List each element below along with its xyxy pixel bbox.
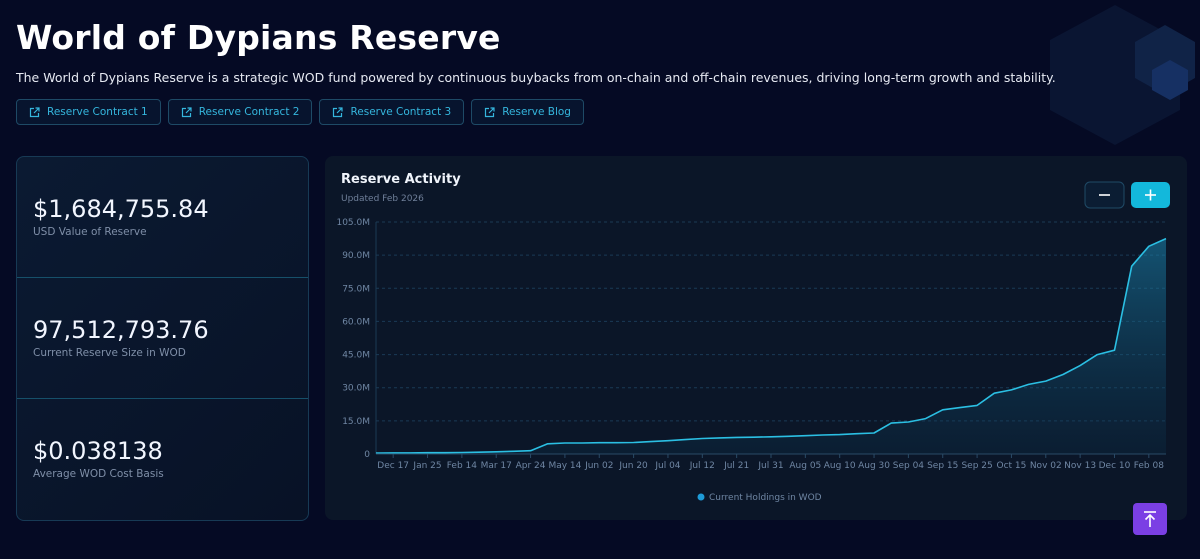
x-tick-label: Jul 31 [757, 461, 783, 471]
x-tick-label: Sep 15 [927, 461, 958, 471]
zoom-out-button[interactable] [1084, 181, 1125, 209]
link-icon [181, 106, 192, 117]
page-description: The World of Dypians Reserve is a strate… [16, 70, 1056, 85]
stat-block: $1,684,755.84 USD Value of Reserve [17, 157, 308, 278]
stat-block: 97,512,793.76 Current Reserve Size in WOD [17, 278, 308, 399]
stat-label: Current Reserve Size in WOD [33, 347, 186, 359]
external-link[interactable]: Reserve Contract 1 [16, 99, 161, 125]
x-tick-label: Mar 17 [481, 461, 512, 471]
x-tick-label: Jul 21 [723, 461, 749, 471]
stat-label: Average WOD Cost Basis [33, 468, 164, 480]
link-icon [485, 106, 495, 117]
x-tick-label: Aug 10 [824, 461, 856, 471]
x-tick-label: Dec 10 [1099, 461, 1131, 471]
chart-title: Reserve Activity [341, 172, 461, 187]
stat-value: $0.038138 [33, 437, 163, 465]
x-tick-label: May 14 [548, 461, 581, 471]
zoom-in-button[interactable] [1131, 182, 1170, 208]
link-icon [333, 106, 344, 117]
x-tick-label: Aug 30 [858, 461, 890, 471]
y-tick-label: 60.0M [342, 317, 370, 327]
external-link[interactable]: Reserve Contract 3 [319, 99, 465, 125]
stats-card: $1,684,755.84 USD Value of Reserve 97,512,… [16, 156, 309, 521]
link-label: Reserve Contract 3 [350, 106, 452, 118]
link-label: Reserve Blog [502, 106, 571, 118]
y-tick-label: 0 [364, 450, 370, 460]
x-tick-label: Jan 25 [412, 461, 441, 471]
scroll-top-button[interactable] [1133, 503, 1167, 535]
link-icon [29, 106, 40, 117]
x-tick-label: Feb 08 [1134, 461, 1165, 471]
legend-label: Current Holdings in WOD [709, 493, 822, 503]
x-tick-label: Nov 13 [1064, 461, 1096, 471]
stat-label: USD Value of Reserve [33, 226, 147, 238]
stat-block: $0.038138 Average WOD Cost Basis [17, 399, 308, 520]
chart: Reserve Activity Updated Feb 2026 0 15.0M… [336, 172, 1170, 503]
y-tick-label: 30.0M [342, 384, 370, 394]
link-row: Reserve Contract 1 Reserve Contract 2 Rese… [16, 99, 584, 125]
x-tick-label: Nov 02 [1030, 461, 1062, 471]
link-label: Reserve Contract 1 [47, 106, 148, 118]
page-title: World of Dypians Reserve [16, 18, 501, 57]
x-tick-label: Jul 12 [689, 461, 715, 471]
x-tick-label: Apr 24 [516, 461, 546, 471]
x-tick-label: Jun 02 [584, 461, 613, 471]
chart-subtitle: Updated Feb 2026 [341, 194, 424, 204]
y-tick-label: 90.0M [342, 251, 370, 261]
x-tick-label: Feb 14 [447, 461, 478, 471]
link-label: Reserve Contract 2 [198, 106, 300, 118]
external-link[interactable]: Reserve Contract 2 [167, 99, 313, 125]
decor-hexagons [1050, 5, 1195, 145]
x-tick-label: Dec 17 [377, 461, 409, 471]
legend-marker [697, 493, 705, 501]
area-fill [376, 238, 1166, 454]
x-tick-label: Jun 20 [618, 461, 648, 471]
scroll-top-icon [1144, 511, 1156, 527]
stat-value: 97,512,793.76 [33, 316, 209, 344]
y-tick-label: 15.0M [342, 417, 370, 427]
external-link[interactable]: Reserve Blog [471, 99, 584, 125]
y-tick-label: 75.0M [342, 284, 370, 294]
x-tick-label: Oct 15 [996, 461, 1026, 471]
x-tick-label: Sep 25 [961, 461, 992, 471]
series-line [375, 237, 1167, 454]
chart-panel: Reserve Activity Updated Feb 2026 0 15.0M… [325, 156, 1187, 520]
y-tick-label: 105.0M [336, 218, 370, 228]
x-tick-label: Aug 05 [789, 461, 821, 471]
y-tick-label: 45.0M [342, 351, 370, 361]
stat-value: $1,684,755.84 [33, 195, 209, 223]
x-tick-label: Sep 04 [893, 461, 925, 471]
x-tick-label: Jul 04 [654, 461, 680, 471]
